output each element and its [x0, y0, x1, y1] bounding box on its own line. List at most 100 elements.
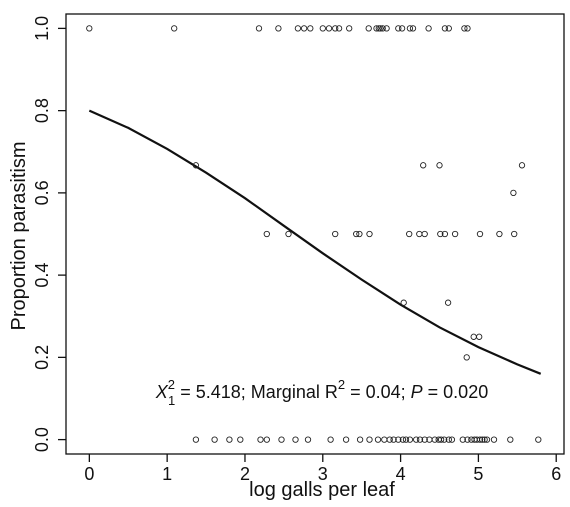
data-point: [507, 436, 514, 443]
data-point: [421, 230, 428, 238]
data-point: [327, 436, 334, 443]
chi-square-symbol: X: [155, 382, 169, 402]
data-point: [451, 230, 459, 238]
data-point: [511, 230, 518, 238]
x-axis: 0 1 2 3 4 5 6: [84, 454, 561, 484]
fitted-curve: [88, 109, 542, 375]
data-point: [171, 25, 178, 32]
data-point: [255, 25, 263, 32]
data-point: [275, 25, 282, 32]
y-tick-label: 0.4: [32, 263, 52, 288]
data-point: [257, 436, 264, 443]
data-point: [263, 436, 270, 443]
data-point: [413, 436, 420, 443]
chi-square-superscript: 2: [168, 377, 175, 392]
data-point: [263, 230, 270, 238]
p-symbol: P: [411, 382, 423, 402]
data-point: [379, 25, 386, 32]
x-tick-label: 6: [551, 464, 561, 484]
data-point: [381, 436, 388, 443]
data-point: [518, 162, 526, 169]
data-point: [441, 25, 449, 32]
data-point: [332, 230, 339, 238]
data-point: [307, 25, 314, 32]
data-point: [332, 25, 339, 32]
data-point: [192, 162, 200, 169]
data-point: [395, 25, 402, 32]
data-points-layer: [86, 25, 542, 443]
data-point: [416, 436, 424, 443]
data-point: [464, 25, 471, 32]
y-axis: 0.0 0.2 0.4 0.6 0.8 1.0: [32, 16, 66, 452]
data-point: [192, 436, 200, 443]
plot-frame: [65, 13, 565, 455]
data-point: [300, 25, 308, 32]
x-axis-title: log galls per leaf: [249, 479, 395, 501]
data-point: [476, 230, 484, 238]
data-point: [476, 436, 484, 443]
data-point: [346, 25, 353, 32]
data-point: [463, 354, 470, 361]
data-point: [402, 436, 410, 443]
data-point: [461, 25, 468, 32]
data-point: [421, 436, 428, 443]
data-point: [464, 436, 471, 443]
data-point: [365, 25, 372, 32]
x-tick-label: 5: [473, 464, 483, 484]
r-squared-value-text: = 0.04;: [345, 382, 411, 402]
data-point: [437, 436, 445, 443]
data-point: [356, 436, 364, 443]
data-point: [510, 189, 517, 197]
data-point: [386, 436, 393, 443]
data-point: [441, 230, 449, 238]
data-point: [383, 25, 390, 32]
data-point: [441, 436, 448, 443]
data-point: [490, 436, 498, 443]
data-point: [476, 333, 483, 340]
data-point: [366, 230, 373, 238]
data-point: [425, 25, 432, 32]
data-point: [373, 25, 380, 32]
r-squared-superscript: 2: [338, 377, 345, 392]
data-point: [445, 25, 452, 32]
fitted-curve-layer: [88, 109, 542, 375]
y-tick-label: 0.0: [32, 427, 52, 452]
data-point: [86, 25, 93, 32]
data-point: [470, 333, 477, 340]
data-point: [445, 436, 452, 443]
data-point: [319, 25, 326, 32]
data-point: [285, 230, 292, 238]
data-point: [406, 436, 414, 443]
data-point: [436, 162, 443, 169]
data-point: [406, 230, 413, 238]
x-tick-label: 3: [318, 464, 328, 484]
data-point: [353, 230, 360, 238]
data-point: [325, 25, 333, 32]
data-point: [294, 25, 302, 32]
data-point: [211, 436, 218, 443]
data-point: [374, 436, 382, 443]
data-point: [409, 25, 417, 32]
data-point: [535, 436, 542, 443]
data-point: [496, 230, 503, 238]
y-tick-label: 0.2: [32, 345, 52, 370]
data-point: [226, 436, 233, 443]
y-tick-label: 0.8: [32, 98, 52, 123]
data-point: [481, 436, 488, 443]
data-point: [398, 25, 406, 32]
x-tick-label: 1: [162, 464, 172, 484]
data-point: [377, 25, 384, 32]
data-point: [448, 436, 456, 443]
data-point: [483, 436, 491, 443]
stats-annotation: X2 1 = 5.418; Marginal R2 = 0.04; P = 0.0…: [155, 377, 488, 408]
data-point: [356, 230, 363, 238]
data-point: [420, 162, 427, 169]
data-point: [395, 436, 402, 443]
data-point: [278, 436, 285, 443]
data-point: [399, 436, 407, 443]
y-tick-label: 0.6: [32, 180, 52, 205]
data-point: [437, 230, 444, 238]
data-point: [237, 436, 244, 443]
y-axis-title: Proportion parasitism: [8, 142, 30, 331]
